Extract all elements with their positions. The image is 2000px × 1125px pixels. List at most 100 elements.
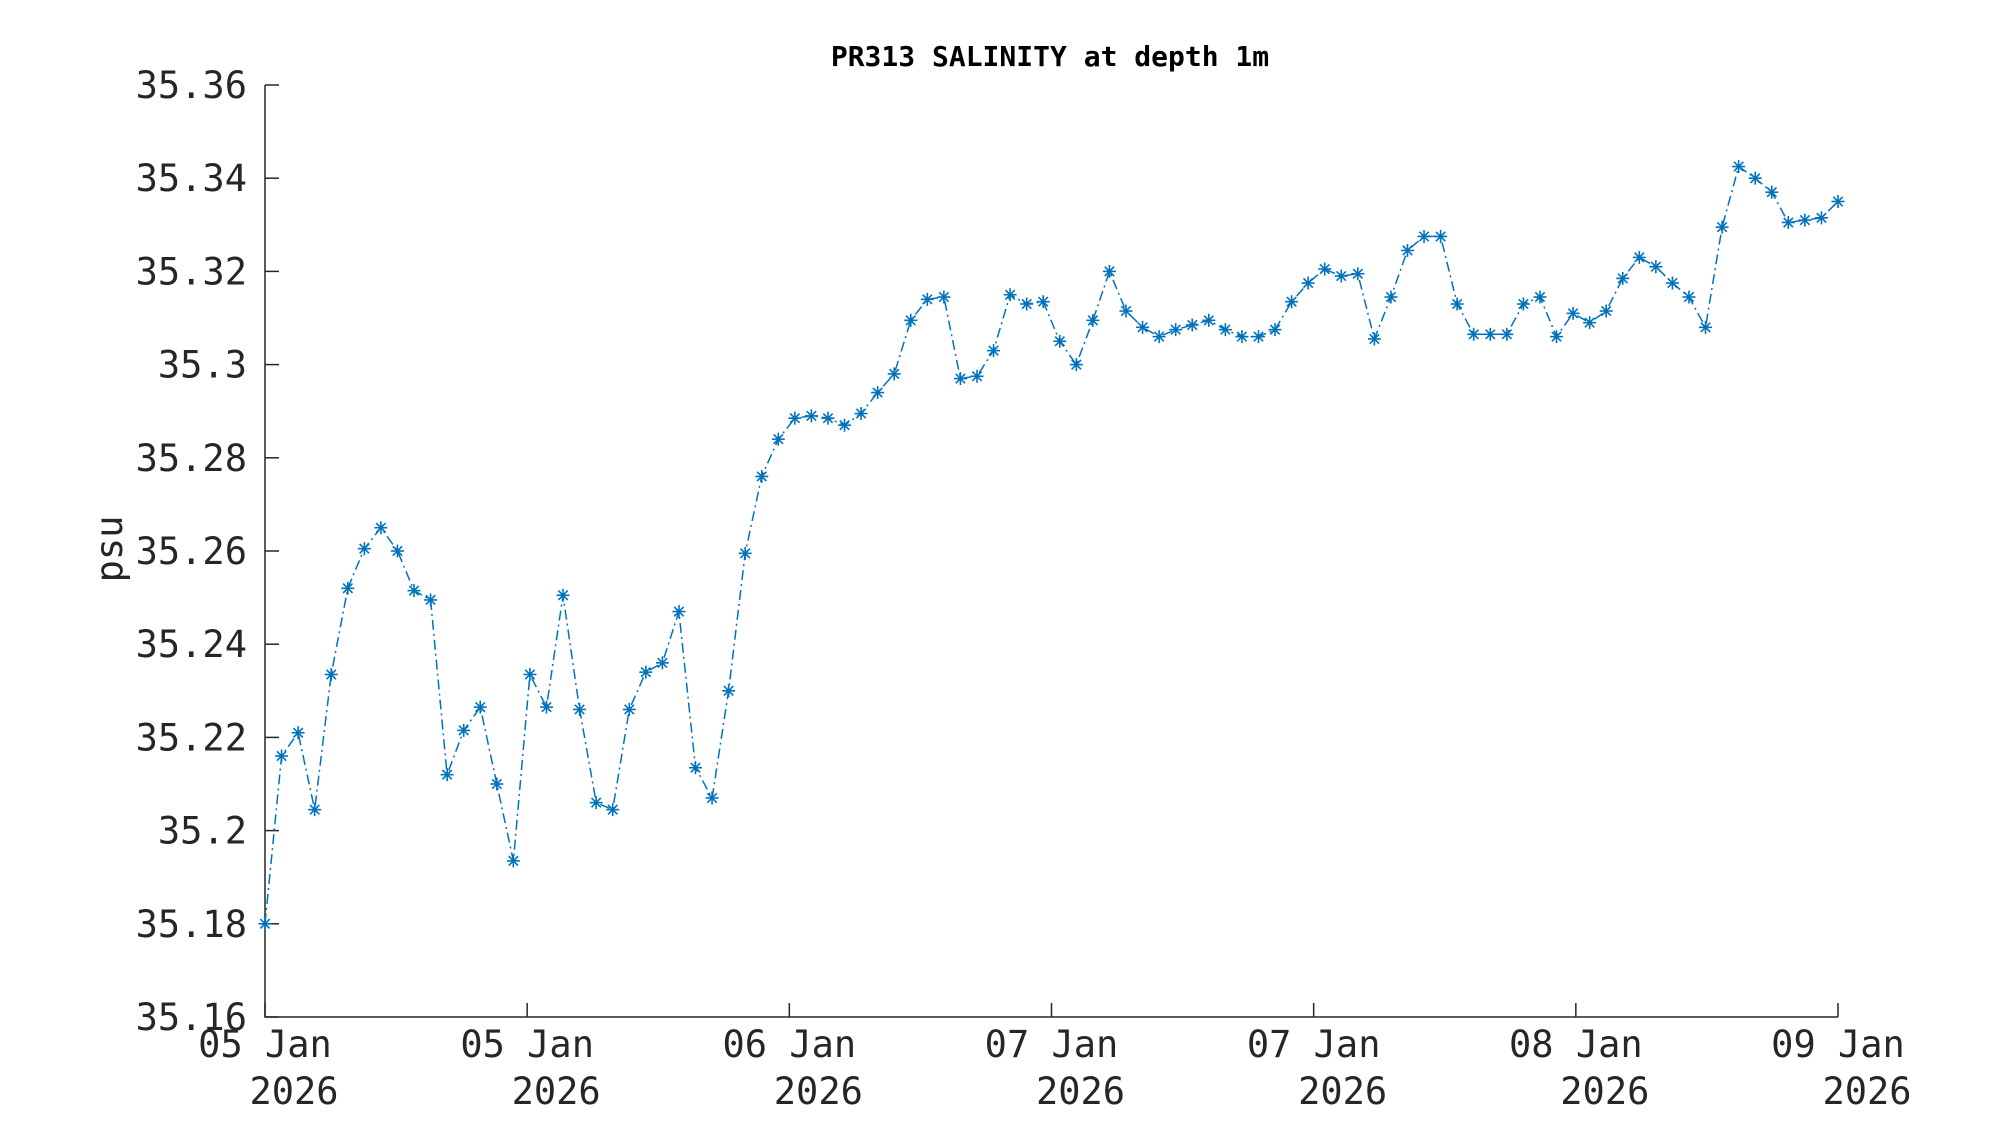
data-point-marker <box>490 777 504 791</box>
data-point-marker <box>457 723 471 737</box>
data-point-marker <box>324 667 338 681</box>
data-point-marker <box>937 290 951 304</box>
data-point-marker <box>1831 195 1845 208</box>
x-tick-label-year: 2026 <box>249 1070 338 1113</box>
data-point-marker <box>1169 323 1183 337</box>
data-point-marker <box>622 702 636 716</box>
data-point-marker <box>887 367 901 381</box>
data-point-marker <box>1417 229 1431 243</box>
data-point-marker <box>970 369 984 383</box>
data-point-marker <box>1119 304 1133 318</box>
plot-area <box>258 160 1845 931</box>
x-tick-label-date: 08 Jan <box>1509 1023 1643 1066</box>
y-axis-label: psu <box>88 516 131 583</box>
data-point-marker <box>1649 260 1663 274</box>
y-tick-label: 35.2 <box>158 810 247 853</box>
series-line <box>264 165 1839 924</box>
data-point-marker <box>1384 290 1398 304</box>
data-point-marker <box>722 684 736 698</box>
y-tick-label: 35.28 <box>136 437 247 480</box>
data-point-marker <box>506 854 520 868</box>
data-point-marker <box>1814 211 1828 225</box>
x-tick-label-year: 2026 <box>774 1070 863 1113</box>
chart-title: PR313 SALINITY at depth 1m <box>831 40 1269 73</box>
x-tick-label-date: 06 Jan <box>723 1023 857 1066</box>
data-point-marker <box>1086 313 1100 327</box>
data-point-marker <box>1102 264 1116 278</box>
data-point-marker <box>1334 269 1348 283</box>
data-point-marker <box>705 791 719 805</box>
data-point-marker <box>1732 160 1746 174</box>
data-point-marker <box>987 344 1001 358</box>
data-point-marker <box>1351 267 1365 281</box>
data-point-marker <box>424 593 438 607</box>
data-point-marker <box>1483 327 1497 341</box>
data-point-marker <box>871 386 885 400</box>
data-point-marker <box>771 432 785 446</box>
data-point-marker <box>821 411 835 425</box>
y-tick-label: 35.26 <box>136 530 247 573</box>
data-point-marker <box>639 665 653 679</box>
data-point-marker <box>804 409 818 423</box>
y-tick-label: 35.18 <box>136 903 247 946</box>
data-point-marker <box>473 700 487 714</box>
data-point-marker <box>689 761 703 775</box>
y-tick-label: 35.36 <box>136 64 247 107</box>
data-point-marker <box>838 418 852 432</box>
x-tick-label-year: 2026 <box>1560 1070 1649 1113</box>
data-point-marker <box>1450 297 1464 311</box>
data-point-marker <box>374 521 388 535</box>
y-tick-label: 35.24 <box>136 623 247 666</box>
data-point-marker <box>1367 332 1381 346</box>
data-point-marker <box>390 544 404 558</box>
y-tick-label: 35.22 <box>136 716 247 759</box>
data-point-marker <box>755 469 769 483</box>
data-point-marker <box>1616 271 1630 285</box>
data-point-marker <box>738 546 752 560</box>
y-tick-label: 35.32 <box>136 250 247 293</box>
data-point-marker <box>1599 304 1613 318</box>
y-tick-label: 35.34 <box>136 157 247 200</box>
y-axis-ticks: 35.16 35.18 35.2 35.22 35.24 35.26 35.28 35.3 35… <box>136 64 279 1039</box>
data-point-marker <box>1798 213 1812 227</box>
data-point-marker <box>357 542 371 556</box>
y-tick-label: 35.16 <box>136 996 247 1039</box>
data-point-marker <box>788 411 802 425</box>
data-point-marker <box>1699 320 1713 334</box>
data-point-marker <box>1136 320 1150 334</box>
data-point-marker <box>1020 297 1034 311</box>
data-point-marker <box>440 768 454 782</box>
data-point-marker <box>1665 276 1679 290</box>
data-point-marker <box>904 313 918 327</box>
data-point-marker <box>1533 290 1547 304</box>
data-point-marker <box>308 803 322 817</box>
data-point-marker <box>258 917 272 931</box>
data-point-marker <box>920 292 934 306</box>
data-point-marker <box>556 588 570 602</box>
data-point-marker <box>1715 220 1729 234</box>
data-point-marker <box>1268 323 1282 337</box>
data-point-marker <box>1434 229 1448 243</box>
data-point-marker <box>1152 330 1166 344</box>
data-point-marker <box>589 796 603 810</box>
x-tick-label-date: 07 Jan <box>1247 1023 1381 1066</box>
data-point-marker <box>523 667 537 681</box>
data-point-marker <box>655 656 669 670</box>
data-point-marker <box>1003 288 1017 302</box>
data-point-marker <box>539 700 553 714</box>
axes <box>264 85 1838 1018</box>
y-tick-label: 35.3 <box>158 344 247 387</box>
x-tick-label-date: 05 Jan <box>198 1023 332 1066</box>
data-point-marker <box>291 726 305 740</box>
x-tick-label-date: 09 Jan <box>1771 1023 1905 1066</box>
data-point-marker <box>953 372 967 386</box>
data-point-marker <box>1781 215 1795 229</box>
data-point-marker <box>1202 313 1216 327</box>
data-point-marker <box>854 407 868 421</box>
data-point-marker <box>1566 306 1580 320</box>
data-point-marker <box>1069 358 1083 372</box>
data-point-marker <box>1748 171 1762 185</box>
data-point-marker <box>1053 334 1067 348</box>
